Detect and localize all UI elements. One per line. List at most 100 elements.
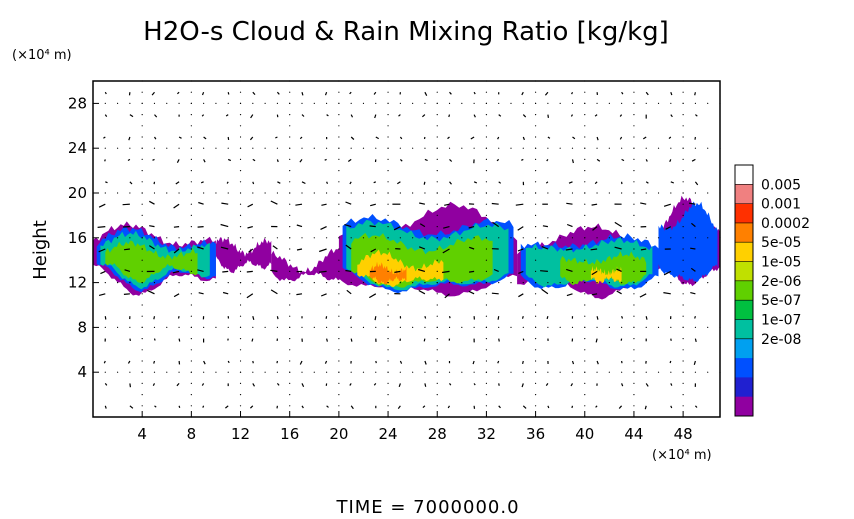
wind-vector (368, 293, 377, 299)
wind-vector (473, 91, 476, 95)
grid-dot (498, 102, 500, 104)
grid-dot (584, 125, 586, 127)
wind-vector (127, 360, 131, 364)
wind-vector (595, 338, 598, 343)
wind-vector (393, 226, 401, 231)
grid-dot (473, 192, 475, 194)
grid-dot (190, 349, 192, 351)
grid-dot (350, 371, 352, 373)
wind-vector (129, 338, 131, 342)
grid-dot (694, 192, 697, 194)
wind-vector (321, 203, 327, 206)
cloud-contour-level-1 (658, 201, 718, 283)
grid-dot (559, 192, 561, 194)
wind-vector (149, 225, 155, 228)
wind-vector (349, 91, 352, 95)
wind-vector (498, 338, 500, 342)
grid-dot (387, 102, 389, 104)
grid-dot (534, 394, 537, 396)
wind-vector (248, 248, 254, 253)
wind-vector (669, 360, 672, 364)
grid-dot (239, 181, 242, 183)
grid-dot (584, 181, 586, 183)
grid-dot (584, 237, 586, 239)
grid-dot (153, 237, 156, 239)
wind-vector (571, 405, 574, 409)
grid-dot (608, 326, 610, 328)
wind-vector (98, 293, 106, 296)
grid-dot (707, 282, 709, 284)
grid-dot (215, 326, 217, 328)
wind-vector (596, 136, 599, 141)
wind-vector (249, 405, 254, 409)
wind-vector (350, 405, 354, 410)
wind-vector (419, 202, 426, 205)
grid-dot (522, 237, 524, 239)
grid-dot (190, 192, 192, 194)
wind-vector (616, 290, 622, 295)
grid-dot (399, 102, 401, 104)
wind-vector (444, 293, 450, 299)
grid-dot (633, 326, 635, 328)
wind-vector (197, 226, 204, 228)
grid-dot (301, 102, 303, 104)
wind-vector (663, 270, 672, 276)
wind-vector (694, 92, 696, 96)
wind-vector (124, 269, 131, 272)
wind-vector (345, 201, 352, 205)
grid-dot (436, 214, 438, 216)
grid-dot (289, 371, 291, 373)
wind-vector (542, 225, 548, 228)
wind-vector (152, 383, 156, 386)
wind-vector (442, 270, 450, 274)
wind-vector (104, 91, 107, 95)
wind-vector (518, 293, 524, 298)
grid-dot (239, 136, 242, 138)
wind-vector (326, 338, 328, 342)
grid-dot (190, 226, 192, 228)
wind-vector (645, 316, 648, 320)
grid-dot (362, 282, 365, 284)
grid-dot (534, 102, 537, 104)
grid-dot (301, 282, 303, 284)
wind-vector (449, 383, 452, 386)
grid-dot (522, 282, 524, 284)
grid-dot (436, 371, 438, 373)
wind-vector (350, 338, 353, 342)
grid-dot (166, 192, 168, 194)
grid-dot (215, 102, 217, 104)
wind-vector (350, 136, 355, 140)
wind-vector (545, 181, 549, 184)
grid-dot (387, 147, 389, 149)
grid-dot (559, 237, 561, 239)
grid-dot (633, 181, 635, 183)
wind-vector (423, 181, 426, 185)
grid-dot (657, 192, 660, 194)
grid-dot (670, 102, 672, 104)
grid-dot (387, 226, 389, 228)
wind-vector (128, 136, 131, 141)
grid-dot (424, 326, 426, 328)
grid-dot (584, 114, 586, 116)
grid-dot (485, 405, 488, 407)
wind-vector (326, 405, 329, 408)
wind-vector (104, 405, 107, 409)
grid-dot (584, 102, 586, 104)
grid-dot (534, 326, 537, 328)
wind-vector (449, 158, 453, 162)
grid-dot (670, 326, 672, 328)
wind-vector (639, 293, 647, 298)
wind-vector (591, 270, 598, 276)
grid-dot (485, 259, 488, 261)
chart-title: H2O-s Cloud & Rain Mixing Ratio [kg/kg] (143, 17, 669, 47)
grid-dot (399, 237, 401, 239)
wind-vector (375, 136, 379, 140)
wind-vector (319, 270, 327, 273)
wind-vector (299, 136, 303, 140)
grid-dot (387, 282, 389, 284)
y-tick-label: 4 (77, 363, 87, 381)
grid-dot (387, 360, 389, 362)
grid-dot (338, 282, 340, 284)
grid-dot (633, 349, 635, 351)
grid-dot (375, 326, 377, 328)
